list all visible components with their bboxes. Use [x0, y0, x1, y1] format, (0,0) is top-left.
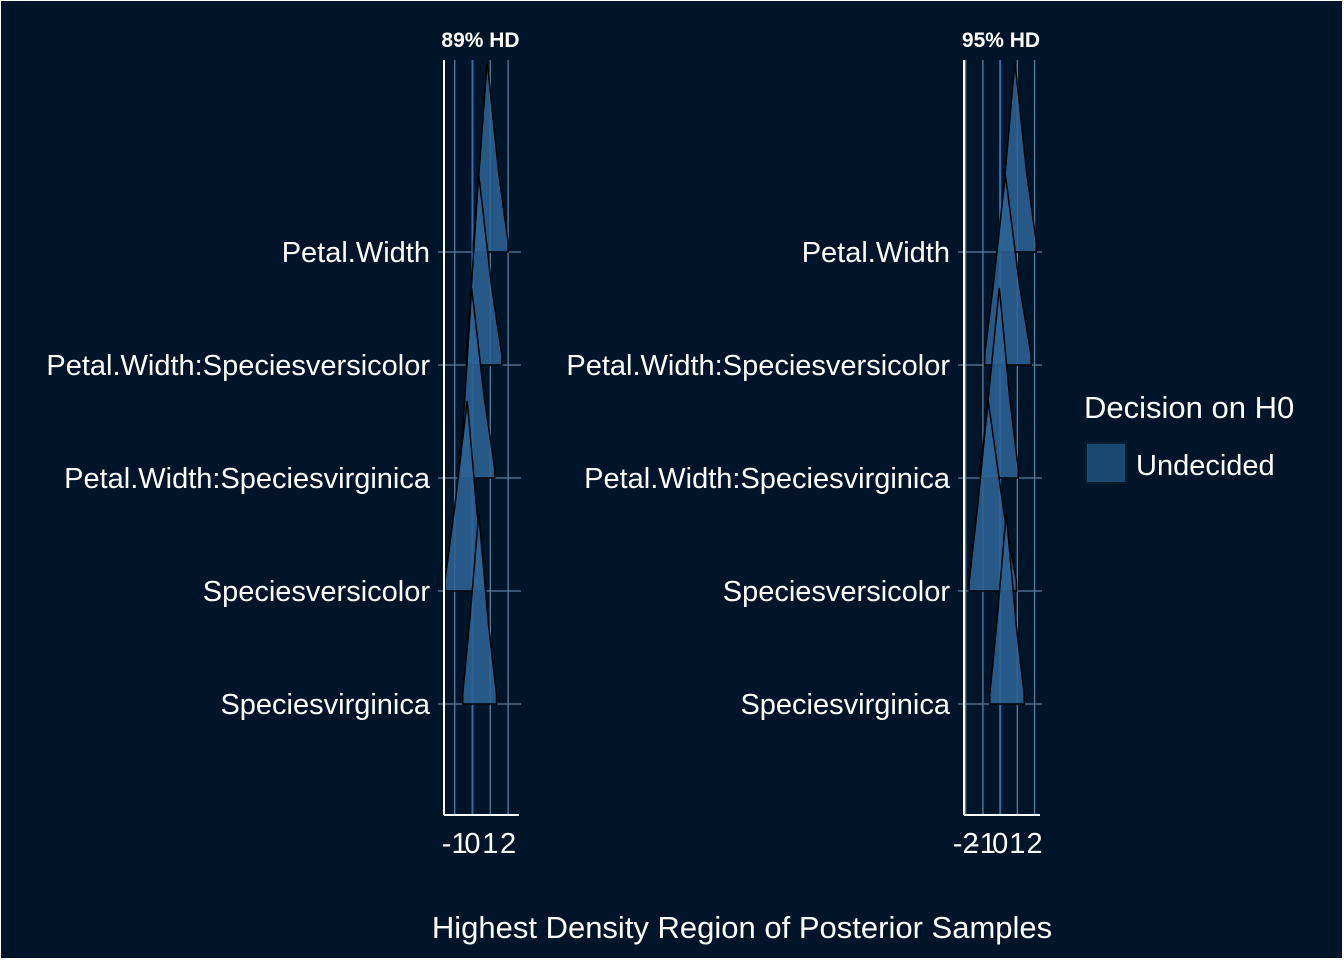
y-axis-label: Speciesversicolor [203, 576, 431, 608]
panel-1: 89% HD Petal.Width Petal.Width:Speciesvers… [46, 29, 521, 860]
y-axis-label: Petal.Width [802, 237, 950, 269]
density-ridge-speciesvirginica [989, 513, 1025, 705]
x-tick-label: 0 [992, 828, 1008, 860]
y-axis-label: Petal.Width:Speciesvirginica [64, 463, 431, 495]
x-tick-label: -2 [953, 828, 979, 860]
x-tick-label: -1 [442, 828, 468, 860]
panel-2: 95% HD Petal.Width Petal.Width:Speciesvers… [566, 29, 1042, 860]
legend: Decision on H0 Undecided [1084, 390, 1294, 484]
x-tick-label: 2 [500, 828, 516, 860]
y-axis-label: Speciesvirginica [740, 689, 950, 721]
x-tick-label: 2 [1026, 828, 1042, 860]
y-axis-label: Speciesversicolor [723, 576, 951, 608]
density-ridge-speciesvirginica [461, 513, 498, 705]
x-tick-label: 1 [482, 828, 498, 860]
y-axis-label: Petal.Width [282, 237, 430, 269]
facet-strip-title: 95% HD [962, 29, 1040, 52]
legend-key-undecided [1085, 442, 1127, 484]
x-tick-label: 1 [1009, 828, 1025, 860]
y-axis-label: Petal.Width:Speciesversicolor [566, 350, 950, 382]
x-tick-label: 0 [464, 828, 480, 860]
y-axis-label: Petal.Width:Speciesvirginica [584, 463, 951, 495]
facet-strip-title: 89% HD [441, 29, 519, 52]
legend-title: Decision on H0 [1084, 390, 1294, 425]
legend-label-undecided: Undecided [1136, 450, 1275, 482]
y-axis-label: Petal.Width:Speciesversicolor [46, 350, 430, 382]
density-ridges [968, 61, 1038, 705]
density-ridges [444, 61, 509, 705]
y-axis-label: Speciesvirginica [220, 689, 430, 721]
facet-panels: 89% HD Petal.Width Petal.Width:Speciesvers… [46, 29, 1042, 860]
x-tick-label: -1 [970, 828, 996, 860]
x-axis-title: Highest Density Region of Posterior Samp… [432, 910, 1052, 945]
